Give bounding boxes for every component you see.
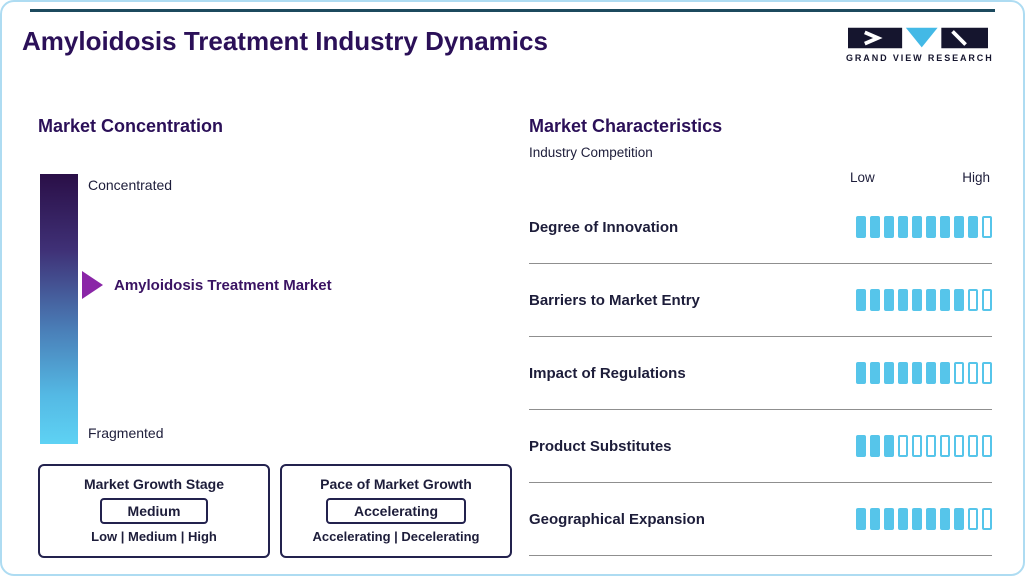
rating-segment [954,289,964,311]
gvr-logo-text: GRAND VIEW RESEARCH [846,53,994,63]
rating-segment [856,289,866,311]
rating-segment [926,362,936,384]
rating-segment [968,508,978,530]
rating-segment [926,289,936,311]
rating-segment [870,362,880,384]
rating-segment [912,435,922,457]
rating-segment [898,362,908,384]
rating-segment [884,362,894,384]
market-growth-stage-box: Market Growth Stage Medium Low | Medium … [38,464,270,558]
growth-stage-title: Market Growth Stage [83,476,225,492]
rating-segment [926,508,936,530]
rating-bar [856,362,992,384]
rating-bar [856,216,992,238]
rating-segment [898,289,908,311]
market-marker-label: Amyloidosis Treatment Market [114,277,332,294]
pace-value: Accelerating [325,497,467,524]
rating-segment [870,216,880,238]
rating-segment [954,362,964,384]
rating-segment [968,289,978,311]
rating-segment [940,362,950,384]
marker-arrow-icon [82,271,103,299]
characteristic-label: Degree of Innovation [529,218,679,236]
rating-segment [982,362,992,384]
rating-segment [968,362,978,384]
rating-segment [884,508,894,530]
rating-segment [912,362,922,384]
scale-low-label: Low [850,170,875,185]
rating-segment [898,216,908,238]
characteristic-label: Product Substitutes [529,437,672,455]
rating-segment [884,289,894,311]
rating-segment [912,216,922,238]
rating-segment [940,435,950,457]
rating-segment [870,289,880,311]
rating-segment [870,508,880,530]
characteristic-row: Impact of Regulations [529,337,992,410]
rating-segment [870,435,880,457]
rating-segment [898,435,908,457]
market-concentration-heading: Market Concentration [38,116,224,136]
growth-stage-options: Low | Medium | High [91,529,217,544]
rating-segment [926,216,936,238]
concentration-gradient-bar [40,174,78,444]
rating-segment [940,289,950,311]
rating-segment [912,508,922,530]
rating-scale-header: Low High [850,170,990,185]
scale-high-label: High [962,170,990,185]
page-title: Amyloidosis Treatment Industry Dynamics [22,26,548,56]
gvr-logo: GRAND VIEW RESEARCH [846,27,994,63]
pace-of-growth-box: Pace of Market Growth Accelerating Accel… [280,464,512,558]
rating-segment [940,508,950,530]
rating-segment [856,435,866,457]
rating-segment [912,289,922,311]
rating-bar [856,435,992,457]
pace-options: Accelerating | Decelerating [312,529,480,544]
characteristic-label: Impact of Regulations [529,364,686,382]
rating-segment [954,435,964,457]
rating-segment [982,508,992,530]
rating-segment [968,435,978,457]
characteristic-row: Product Substitutes [529,410,992,483]
rating-segment [898,508,908,530]
characteristic-label: Barriers to Market Entry [529,291,700,309]
rating-segment [856,362,866,384]
rating-segment [884,216,894,238]
rating-segment [982,435,992,457]
characteristic-label: Geographical Expansion [529,510,705,528]
fragmented-label: Fragmented [88,425,164,441]
gvr-logo-icon [848,27,988,49]
characteristic-row: Degree of Innovation [529,191,992,264]
characteristic-row: Barriers to Market Entry [529,264,992,337]
rating-segment [982,289,992,311]
characteristic-row: Geographical Expansion [529,483,992,556]
rating-segment [856,216,866,238]
rating-segment [954,216,964,238]
rating-segment [954,508,964,530]
rating-bar [856,508,992,530]
rating-segment [968,216,978,238]
rating-bar [856,289,992,311]
growth-stage-value: Medium [99,497,209,524]
concentrated-label: Concentrated [88,177,173,193]
rating-segment [884,435,894,457]
industry-competition-subtitle: Industry Competition [529,145,653,160]
characteristics-rows: Degree of Innovation Barriers to Market … [529,191,992,556]
top-accent-line [30,9,995,12]
rating-segment [856,508,866,530]
rating-segment [926,435,936,457]
rating-segment [982,216,992,238]
rating-segment [940,216,950,238]
market-characteristics-heading: Market Characteristics [529,116,723,136]
pace-title: Pace of Market Growth [320,476,472,492]
